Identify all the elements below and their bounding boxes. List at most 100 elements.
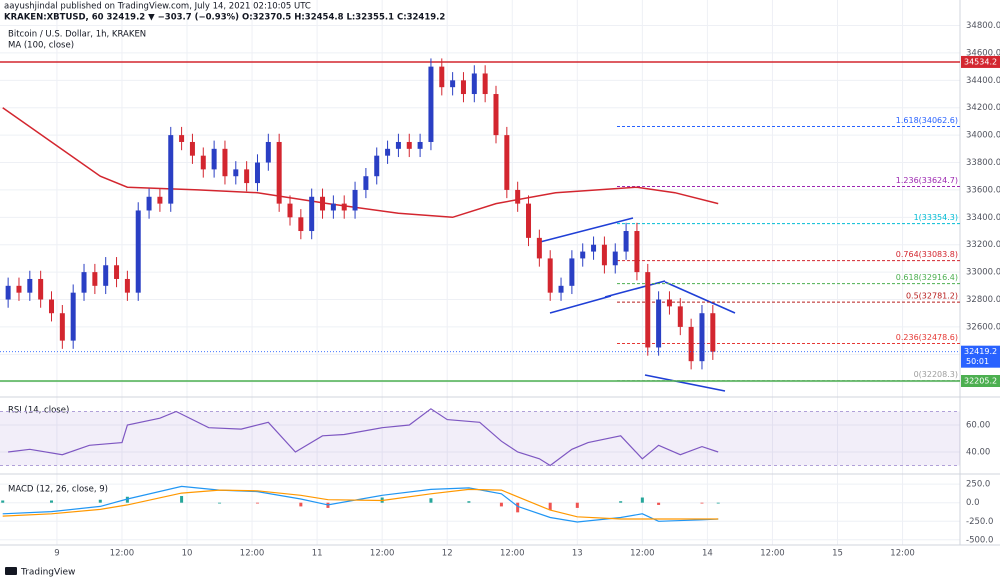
level-tag-label: 34534.2 <box>964 57 997 66</box>
y-tick-label: 33800.0 <box>966 158 1000 168</box>
rsi-band <box>0 411 960 466</box>
macd-histogram-bar <box>299 502 303 507</box>
macd-histogram-bar <box>499 502 503 507</box>
y-tick-label: 34000.0 <box>966 131 1000 141</box>
candle-body <box>27 278 33 293</box>
x-tick-label: 11 <box>312 549 323 559</box>
fib-label: 1.618(34062.6) <box>896 116 958 125</box>
candle-body <box>254 162 260 184</box>
macd-histogram-bar <box>429 498 433 503</box>
candle-body <box>92 272 98 286</box>
candle-body <box>569 258 575 286</box>
fib-label: 0.5(32781.2) <box>906 292 958 301</box>
macd-histogram-bar <box>548 502 552 511</box>
candle-body <box>320 196 326 211</box>
y-tick-label: 0.0 <box>966 498 980 508</box>
x-tick-label: 12:00 <box>110 549 135 559</box>
candle-body <box>189 141 195 156</box>
y-tick-label: 33200.0 <box>966 240 1000 250</box>
candle-body <box>656 299 662 348</box>
countdown: 50:01 <box>966 357 989 366</box>
trendline <box>644 374 726 392</box>
last-price-tag <box>961 345 1000 368</box>
y-tick-label: 32800.0 <box>966 295 1000 305</box>
x-tick-label: 12 <box>442 549 453 559</box>
candle-body <box>363 176 369 190</box>
logo-icon <box>5 567 17 575</box>
ma-label: MA (100, close) <box>8 41 74 51</box>
macd-histogram-bar <box>700 502 704 504</box>
candle-body <box>374 155 380 177</box>
candle-body <box>5 285 11 300</box>
y-tick-label: 32600.0 <box>966 322 1000 332</box>
macd-histogram-bar <box>619 501 623 503</box>
x-tick-label: 12:00 <box>630 549 655 559</box>
trendline <box>549 295 612 314</box>
level-tag <box>961 55 1000 68</box>
y-tick-label: 60.00 <box>966 421 990 431</box>
macd-histogram-bar <box>716 502 720 504</box>
fib-label: 1.236(33624.7) <box>896 176 958 185</box>
fib-label: 0(32208.3) <box>914 370 958 379</box>
candle-body <box>309 196 315 232</box>
candle-body <box>536 237 542 259</box>
x-tick-label: 12:00 <box>370 549 395 559</box>
x-tick-label: 12:00 <box>890 549 915 559</box>
candle-body <box>688 326 694 362</box>
rsi-title: RSI (14, close) <box>8 406 69 416</box>
candle-body <box>645 272 651 348</box>
candle-body <box>276 141 282 204</box>
candle-body <box>612 251 618 266</box>
candle-body <box>244 169 250 184</box>
x-tick-label: 15 <box>832 549 843 559</box>
x-tick-label: 14 <box>702 549 713 559</box>
x-tick-label: 10 <box>182 549 193 559</box>
macd-histogram-bar <box>1 500 5 503</box>
candle-body <box>103 265 109 286</box>
macd-histogram-bar <box>218 502 222 504</box>
candle-body <box>428 66 434 142</box>
candle-body <box>298 217 304 232</box>
rsi-line <box>8 408 719 467</box>
candle-body <box>16 285 22 293</box>
candle-body <box>504 135 510 190</box>
y-tick-label: 34800.0 <box>966 21 1000 31</box>
chart-title: Bitcoin / U.S. Dollar, 1h, KRAKEN <box>8 30 146 40</box>
macd-histogram-bar <box>467 501 471 503</box>
last-price-label: 32419.2 <box>964 347 997 356</box>
candle-body <box>677 306 683 327</box>
y-tick-label: 33400.0 <box>966 213 1000 223</box>
candle-body <box>395 141 401 149</box>
candle-body <box>482 73 488 95</box>
candle-body <box>222 148 228 177</box>
candle-body <box>341 203 347 211</box>
candle-body <box>124 278 130 293</box>
y-tick-label: 33000.0 <box>966 268 1000 278</box>
candle-body <box>135 210 141 293</box>
header: aayushjindal published on TradingView.co… <box>4 2 311 12</box>
candle-body <box>493 94 499 136</box>
candle-body <box>699 313 705 362</box>
trendline <box>664 281 736 314</box>
x-tick-label: 13 <box>572 549 583 559</box>
macd-histogram-bar <box>98 499 102 503</box>
y-tick-label: 34600.0 <box>966 48 1000 58</box>
grid <box>0 0 960 545</box>
candle-body <box>450 80 456 88</box>
y-tick-label: -250.0 <box>966 517 993 527</box>
candle-body <box>666 299 672 307</box>
fib-label: 0.764(33083.8) <box>896 250 958 259</box>
level-tag <box>961 374 1000 387</box>
x-tick-label: 12:00 <box>500 549 525 559</box>
level-tag-label: 32205.2 <box>964 376 997 385</box>
y-tick-label: 34200.0 <box>966 103 1000 113</box>
candle-body <box>710 313 716 352</box>
candle-body <box>200 155 206 170</box>
candle-body <box>352 189 358 211</box>
candle-body <box>439 66 445 88</box>
y-tick-label: 250.0 <box>966 480 990 490</box>
macd-histogram-bar <box>575 502 579 508</box>
symbol: KRAKEN:XBTUSD, 60 32419.2 ▼ −303.7 (−0.9… <box>4 13 445 23</box>
